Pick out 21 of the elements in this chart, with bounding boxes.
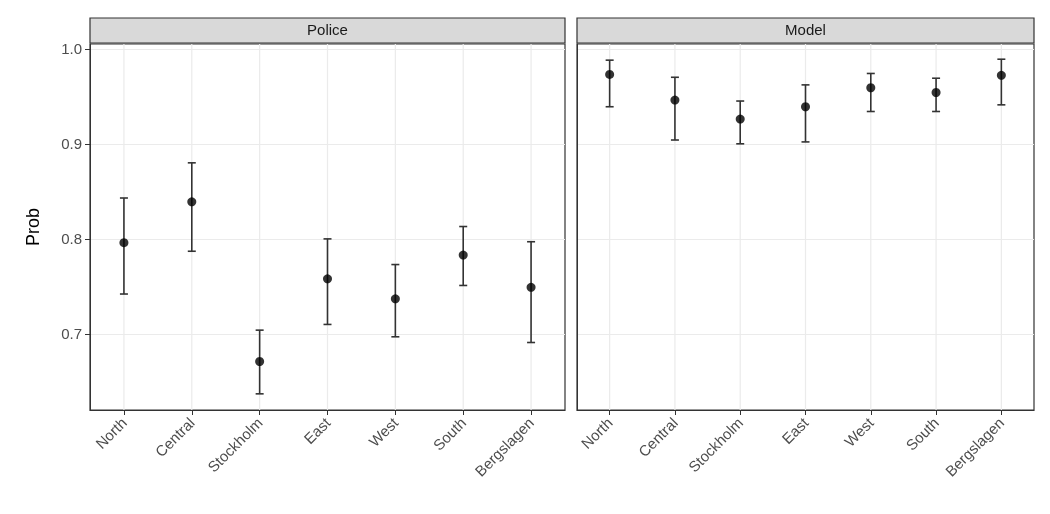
point bbox=[670, 95, 680, 105]
point bbox=[187, 197, 197, 207]
point bbox=[801, 102, 810, 112]
y-tick-label: 0.7 bbox=[61, 325, 82, 343]
point bbox=[996, 70, 1006, 80]
point bbox=[119, 238, 129, 248]
y-tick-label: 0.9 bbox=[61, 135, 82, 153]
point bbox=[390, 294, 400, 304]
y-tick-label: 0.8 bbox=[61, 230, 82, 248]
y-tick-label: 1.0 bbox=[61, 40, 82, 58]
y-axis-title: Prob bbox=[23, 207, 43, 247]
point bbox=[735, 114, 745, 124]
point bbox=[866, 83, 876, 93]
point bbox=[605, 69, 615, 79]
point bbox=[255, 357, 265, 367]
chart-title: Police bbox=[307, 21, 348, 38]
point bbox=[526, 282, 536, 292]
chart-title: Model bbox=[785, 21, 826, 38]
point bbox=[458, 250, 468, 260]
point bbox=[323, 274, 332, 284]
point bbox=[931, 87, 941, 97]
